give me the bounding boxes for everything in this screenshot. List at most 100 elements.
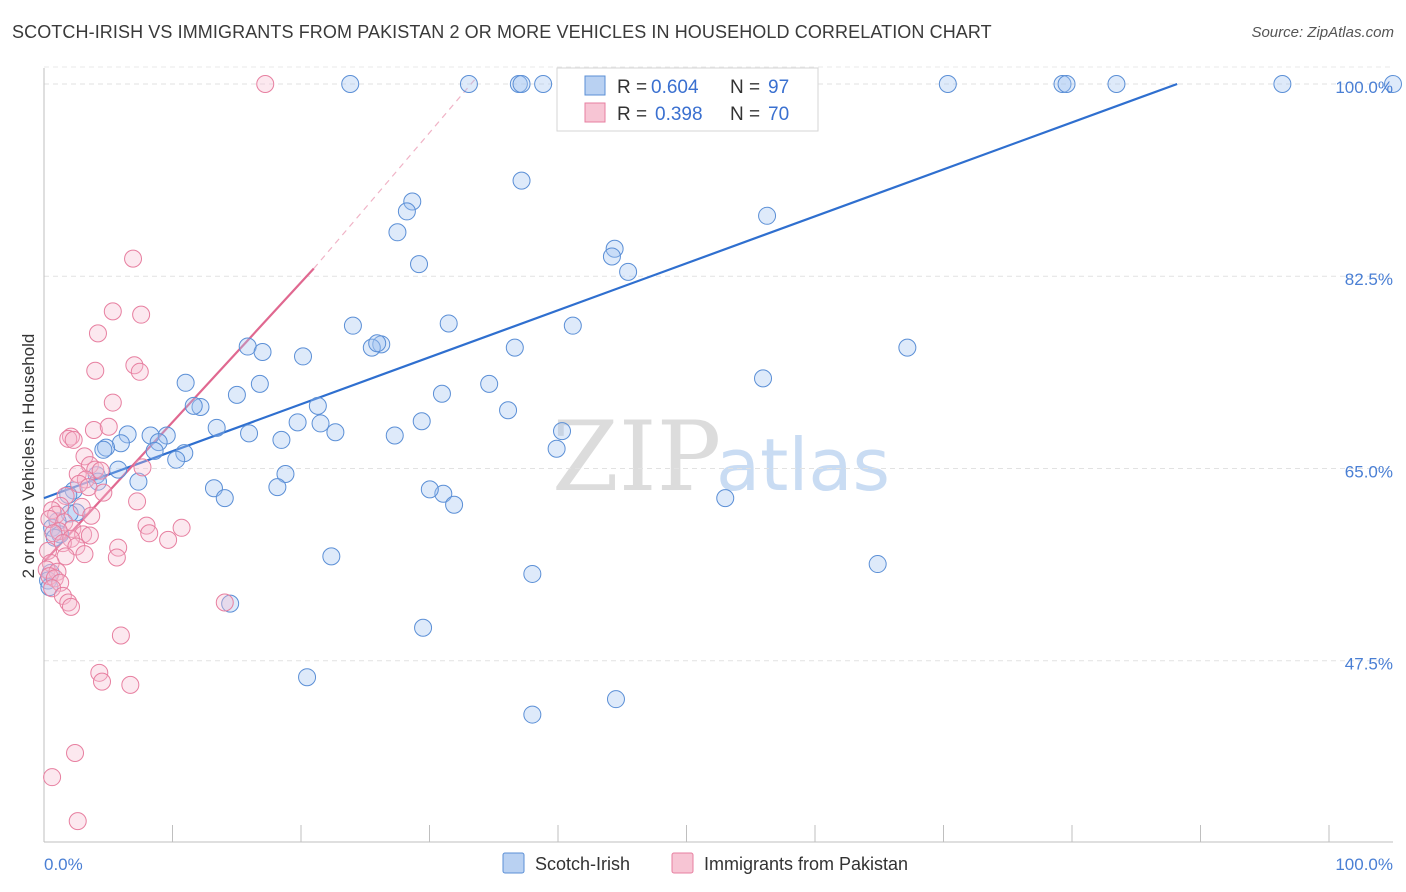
series-pakistan-points [37, 74, 275, 831]
data-point [397, 202, 416, 221]
data-point [61, 427, 80, 446]
y-tick-label: 47.5% [1345, 655, 1393, 674]
data-point [145, 441, 164, 460]
data-point [75, 545, 94, 564]
data-point [343, 316, 362, 335]
data-point [268, 478, 287, 497]
data-point [563, 316, 582, 335]
data-point [523, 564, 542, 583]
data-point [505, 338, 524, 357]
trend-line-scotch-irish [43, 82, 1178, 500]
data-point [227, 385, 246, 404]
legend-n-label-1: N = [730, 77, 760, 98]
bottom-legend-label-pakistan: Immigrants from Pakistan [704, 854, 908, 874]
data-point [716, 489, 735, 508]
data-point [294, 347, 313, 366]
data-point [130, 362, 149, 381]
data-point [109, 460, 128, 479]
data-point [602, 247, 621, 266]
legend-r-label-1: R = [617, 77, 647, 98]
data-point [553, 422, 572, 441]
data-point [86, 460, 105, 479]
data-point [534, 74, 553, 93]
bottom-legend-swatch-pakistan [671, 852, 694, 874]
watermark: ZIP atlas [552, 401, 890, 513]
data-point [523, 705, 542, 724]
watermark-zip: ZIP [552, 401, 721, 513]
data-point [414, 618, 433, 637]
data-point [480, 374, 499, 393]
data-point [128, 492, 147, 511]
data-point [107, 548, 126, 567]
data-point [322, 547, 341, 566]
data-point [412, 412, 431, 431]
data-point [140, 524, 159, 543]
series-legend: Scotch-Irish Immigrants from Pakistan [502, 852, 908, 874]
legend-swatch-pakistan [584, 102, 606, 123]
data-point [207, 418, 226, 437]
data-point [385, 426, 404, 445]
data-point [326, 423, 345, 442]
data-point [253, 343, 272, 362]
data-point [276, 464, 295, 483]
data-point [758, 206, 777, 225]
legend-n-label-2: N = [730, 104, 760, 125]
watermark-atlas: atlas [716, 423, 890, 507]
data-point [215, 593, 234, 612]
data-point [868, 555, 887, 574]
data-point [184, 396, 203, 415]
data-point [66, 744, 85, 763]
data-point [547, 439, 566, 458]
data-point [88, 324, 107, 343]
data-point [403, 192, 422, 211]
data-point [619, 262, 638, 281]
data-point [40, 510, 59, 529]
data-point [1273, 74, 1292, 93]
legend-r-label-2: R = [617, 104, 647, 125]
data-point [512, 171, 531, 190]
data-point [388, 223, 407, 242]
data-point [250, 374, 269, 393]
data-points [37, 74, 1402, 831]
data-point [191, 397, 210, 416]
data-point [75, 447, 94, 466]
data-point [368, 334, 387, 353]
data-point [121, 675, 140, 694]
data-point [84, 421, 103, 440]
data-point [512, 74, 531, 93]
data-point [64, 430, 83, 449]
data-point [103, 302, 122, 321]
data-point [1384, 74, 1402, 93]
data-point [256, 74, 275, 93]
data-point [82, 506, 101, 525]
data-point [240, 424, 259, 443]
data-point [109, 538, 128, 557]
data-point [298, 668, 317, 687]
legend-r-value-1: 0.604 [651, 77, 699, 98]
data-point [59, 429, 78, 448]
data-point [43, 768, 62, 787]
data-point [44, 524, 63, 543]
stats-legend: R = 0.604 N = 97 R = 0.398 N = 70 [556, 67, 819, 132]
source-label: Source: ZipAtlas.com [1251, 24, 1394, 41]
legend-r-value-2: 0.398 [655, 104, 703, 125]
data-point [61, 597, 80, 616]
data-point [99, 417, 118, 436]
data-point [754, 369, 773, 388]
data-point [215, 489, 234, 508]
data-point [288, 413, 307, 432]
data-point [111, 626, 130, 645]
data-point [272, 430, 291, 449]
data-point [70, 474, 89, 493]
data-point [410, 255, 429, 274]
y-tick-labels: 47.5% 65.0% 82.5% 100.0% [1335, 78, 1393, 674]
data-point [1107, 74, 1126, 93]
x-tick-label-min: 0.0% [44, 855, 83, 874]
data-point [311, 414, 330, 433]
legend-n-value-2: 70 [768, 104, 789, 125]
data-point [499, 401, 518, 420]
data-point [124, 249, 143, 268]
data-point [132, 305, 151, 324]
legend-swatch-scotch-irish [584, 75, 606, 96]
data-point [149, 433, 168, 452]
